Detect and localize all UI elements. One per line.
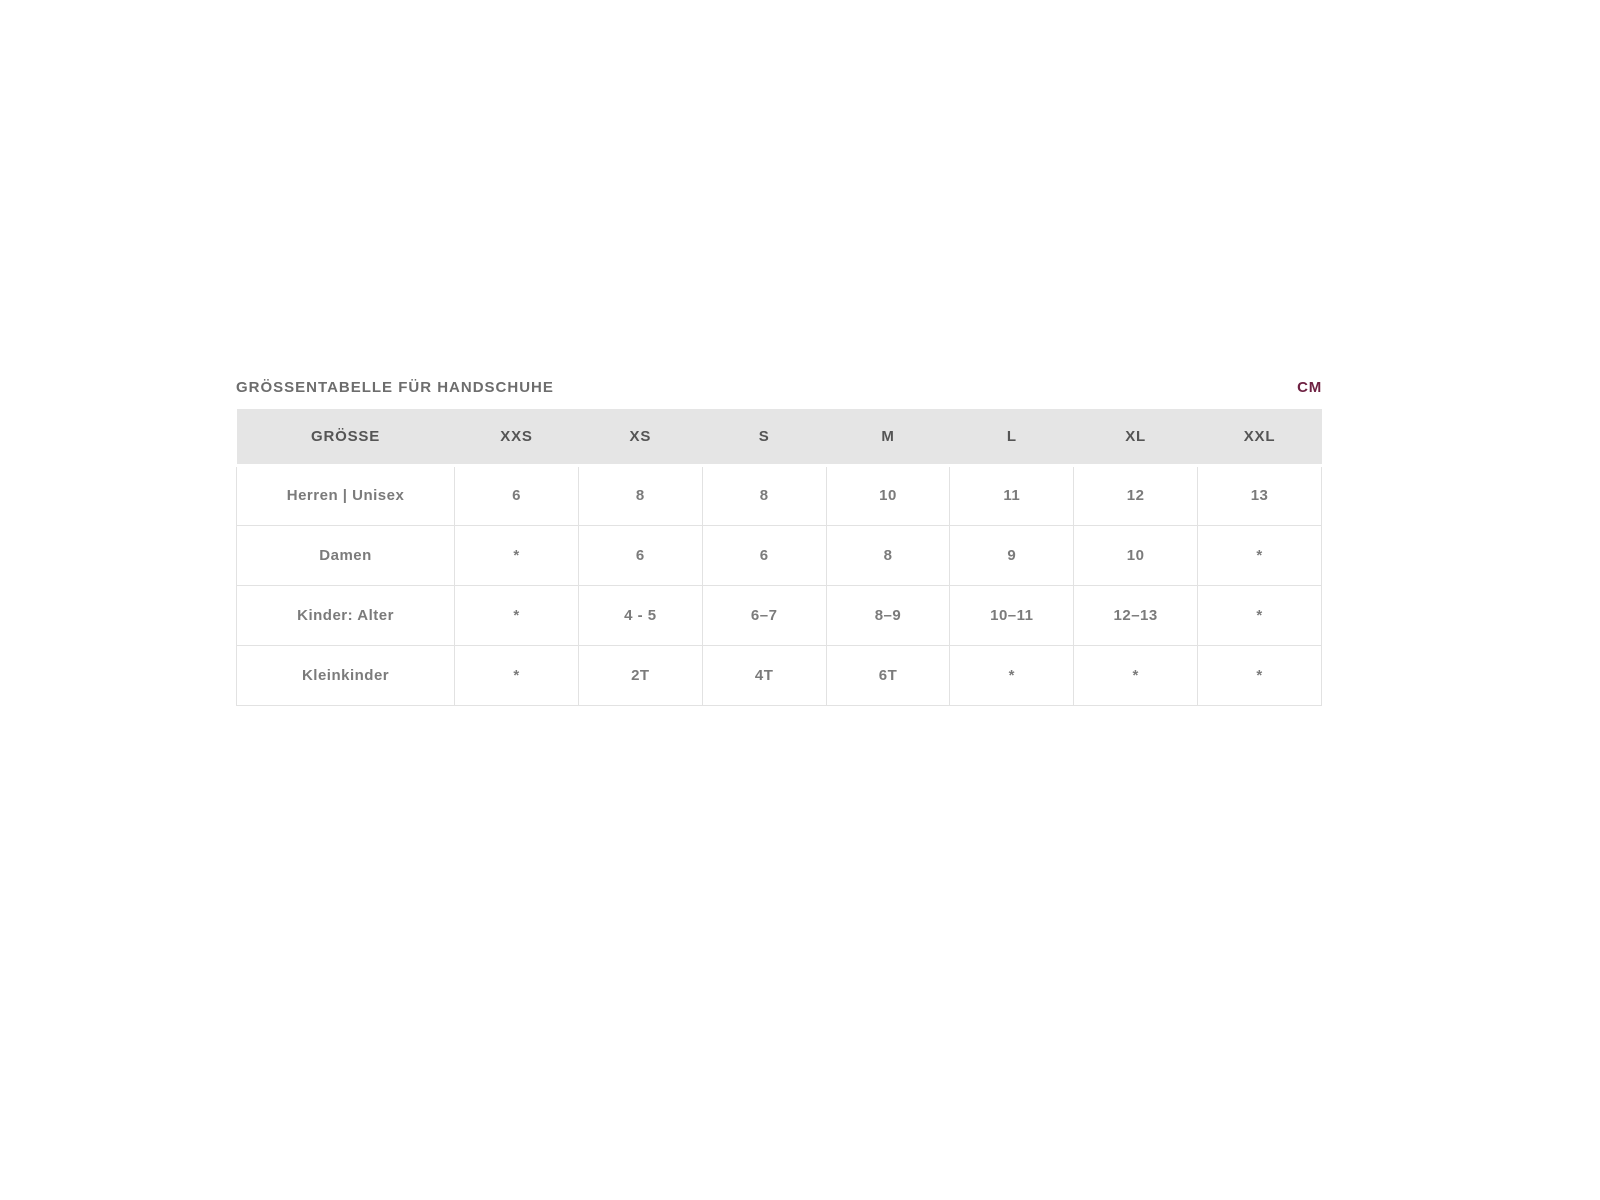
size-cell: 6T xyxy=(825,644,951,706)
size-cell: 10 xyxy=(825,464,951,526)
row-label: Kinder: Alter xyxy=(235,584,456,646)
column-header-m: M xyxy=(826,409,950,467)
table-row-kleinkinder: Kleinkinder * 2T 4T 6T * * * xyxy=(235,644,1322,706)
size-chart-section: GRÖSSENTABELLE FÜR HANDSCHUHE CM GRÖSSE … xyxy=(235,379,1322,706)
size-cell: 4 - 5 xyxy=(577,584,703,646)
table-row-damen: Damen * 6 6 8 9 10 * xyxy=(235,524,1322,586)
unit-toggle-cm[interactable]: CM xyxy=(1297,379,1322,396)
column-header-xxs: XXS xyxy=(454,409,579,467)
size-cell: 10–11 xyxy=(949,584,1075,646)
column-header-xs: XS xyxy=(578,409,703,467)
column-header-l: L xyxy=(949,409,1074,467)
size-cell: 6 xyxy=(701,524,827,586)
size-cell: 9 xyxy=(949,524,1075,586)
size-cell: * xyxy=(1197,584,1322,646)
size-cell: * xyxy=(949,644,1075,706)
row-label: Kleinkinder xyxy=(235,644,456,706)
size-cell: 13 xyxy=(1197,464,1322,526)
row-label: Herren | Unisex xyxy=(235,464,456,526)
column-header-s: S xyxy=(702,409,827,467)
column-header-groesse: GRÖSSE xyxy=(236,409,455,467)
size-cell: * xyxy=(1197,644,1322,706)
size-cell: 2T xyxy=(577,644,703,706)
size-cell: 4T xyxy=(701,644,827,706)
column-header-xl: XL xyxy=(1073,409,1198,467)
size-cell: 8–9 xyxy=(825,584,951,646)
size-cell: * xyxy=(1197,524,1322,586)
size-cell: 8 xyxy=(577,464,703,526)
size-cell: 6 xyxy=(577,524,703,586)
size-cell: 12–13 xyxy=(1073,584,1199,646)
column-header-xxl: XXL xyxy=(1197,409,1322,467)
size-cell: 6 xyxy=(454,464,579,526)
size-chart-table: GRÖSSE XXS XS S M L XL XXL Herren | Unis… xyxy=(235,409,1322,706)
size-cell: 12 xyxy=(1073,464,1199,526)
table-row-kinder-alter: Kinder: Alter * 4 - 5 6–7 8–9 10–11 12–1… xyxy=(235,584,1322,646)
size-cell: * xyxy=(1073,644,1199,706)
size-cell: * xyxy=(454,644,579,706)
size-cell: 8 xyxy=(701,464,827,526)
row-label: Damen xyxy=(235,524,456,586)
size-cell: 11 xyxy=(949,464,1075,526)
size-cell: 8 xyxy=(825,524,951,586)
size-cell: * xyxy=(454,524,579,586)
title-row: GRÖSSENTABELLE FÜR HANDSCHUHE CM xyxy=(236,379,1322,396)
table-header-row: GRÖSSE XXS XS S M L XL XXL xyxy=(236,409,1322,467)
size-cell: 6–7 xyxy=(701,584,827,646)
size-cell: 10 xyxy=(1073,524,1199,586)
page-title: GRÖSSENTABELLE FÜR HANDSCHUHE xyxy=(236,379,554,396)
table-row-herren-unisex: Herren | Unisex 6 8 8 10 11 12 13 xyxy=(235,464,1322,526)
size-cell: * xyxy=(454,584,579,646)
